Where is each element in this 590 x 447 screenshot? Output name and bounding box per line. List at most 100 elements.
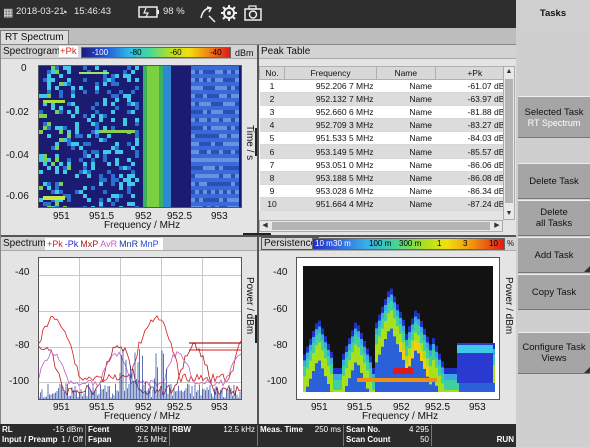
spectrum-panel[interactable]: Spectrum +Pk -Pk MxP AvR MnR MnP -40 -60 -80 … — [1, 237, 257, 425]
status-meas-time[interactable]: Meas. Time 250 ms — [258, 425, 344, 446]
spectrogram-plot[interactable] — [38, 65, 242, 208]
table-row[interactable]: 3 952.660 6 MHz Name -81.88 dBm — [259, 105, 515, 120]
peak-level: -83.27 dBm — [435, 118, 515, 133]
spectrogram-cell — [67, 198, 71, 202]
table-row[interactable]: 8 953.188 5 MHz Name -86.08 dBm — [259, 171, 515, 185]
gear-icon[interactable] — [220, 4, 238, 27]
spectrogram-cell — [195, 102, 199, 106]
vertical-splitter[interactable] — [257, 45, 259, 235]
spectrogram-cell — [199, 178, 203, 182]
cursor-tool-icon[interactable] — [197, 4, 217, 29]
horizontal-splitter[interactable] — [1, 235, 517, 237]
table-row[interactable]: 6 953.149 5 MHz Name -85.57 dBm — [259, 144, 515, 159]
scroll-up-arrow[interactable]: ▲ — [505, 68, 513, 75]
table-row[interactable]: 2 952.132 7 MHz Name -63.97 dBm — [259, 92, 515, 107]
spectrogram-cell — [115, 150, 119, 154]
spectrogram-cell — [131, 202, 135, 206]
camera-icon[interactable] — [244, 5, 262, 26]
tab-rt-spectrum[interactable]: RT Spectrum — [0, 30, 69, 44]
trace-legend-item[interactable]: +Pk — [47, 239, 63, 249]
spectrogram-cell — [155, 154, 159, 158]
col-header-frequency[interactable]: Frequency — [284, 66, 378, 80]
spectrogram-cell — [163, 114, 167, 118]
spectrogram-cell — [215, 198, 219, 202]
scroll-right-arrow[interactable]: ▶ — [494, 222, 500, 229]
trace-legend-item[interactable]: MxP — [80, 239, 99, 249]
spectrogram-cell — [223, 122, 227, 126]
table-row[interactable]: 9 953.028 6 MHz Name -86.34 dBm — [259, 184, 515, 198]
spectrogram-cell — [159, 154, 163, 158]
copy-task-button[interactable]: Copy Task — [518, 274, 590, 310]
scroll-thumb[interactable] — [272, 222, 490, 230]
trace-legend-item[interactable]: -Pk — [64, 239, 79, 249]
peak-table-hscroll[interactable]: ◀ ▶ — [259, 220, 503, 232]
spectrogram-cell — [155, 86, 159, 90]
spectrum-plot[interactable] — [38, 257, 242, 400]
col-header-no[interactable]: No. — [258, 66, 286, 80]
spectrogram-cell — [87, 118, 91, 122]
fcent-label: Fcent — [88, 425, 110, 434]
spectrogram-cell — [111, 174, 115, 178]
spectrogram-cell — [203, 78, 207, 82]
status-rbw[interactable]: RBW 12.5 kHz — [170, 425, 258, 446]
col-header-name[interactable]: Name — [376, 66, 436, 80]
col-header-pk[interactable]: +Pk — [434, 66, 516, 80]
persistence-plot[interactable] — [296, 257, 500, 400]
table-row[interactable]: 7 953.051 0 MHz Name -86.06 dBm — [259, 158, 515, 172]
trace-legend-item[interactable]: AvR — [100, 239, 118, 249]
table-row[interactable]: 1 952.206 7 MHz Name -61.07 dBm — [259, 79, 515, 94]
spectrogram-cell — [147, 158, 151, 162]
table-row[interactable]: 5 951.533 5 MHz Name -84.03 dBm — [259, 131, 515, 146]
scroll-down-arrow[interactable]: ▼ — [505, 210, 513, 217]
spectrogram-cell — [151, 122, 155, 126]
spectrogram-cell — [167, 206, 171, 207]
trace-legend-item[interactable]: MnR — [119, 239, 139, 249]
status-scan[interactable]: Scan No. 4 295 Scan Count 50 — [344, 425, 432, 446]
spectrogram-cell — [163, 174, 167, 178]
status-freq[interactable]: Fcent 952 MHz Fspan 2.5 MHz — [86, 425, 170, 446]
spectrogram-cell — [235, 86, 239, 90]
spectrogram-cell — [235, 126, 239, 130]
spectrogram-cell — [227, 154, 231, 158]
spectrogram-cell — [211, 142, 215, 146]
add-task-button[interactable]: Add Task — [518, 237, 590, 273]
persistence-bin — [348, 360, 351, 392]
spectrogram-cell — [143, 98, 147, 102]
peak-no: 8 — [259, 171, 285, 185]
spectrogram-cell — [135, 78, 139, 82]
spectrogram-cell — [103, 114, 107, 118]
spectrogram-cell — [215, 158, 219, 162]
spectrogram-cell — [191, 194, 195, 198]
status-run[interactable]: RUN — [432, 425, 516, 446]
table-row[interactable]: 10 951.664 4 MHz Name -87.24 dBm — [259, 197, 515, 211]
spectrogram-cell — [119, 166, 123, 170]
spectrogram-cell — [91, 122, 95, 126]
spectrogram-cell — [159, 114, 163, 118]
spectrogram-cell — [219, 66, 223, 70]
peak-table[interactable]: No. Frequency Name +Pk 1 952.206 7 MHz Nam… — [258, 66, 516, 211]
vertical-splitter[interactable] — [257, 237, 259, 425]
spectrogram-cell — [135, 134, 139, 138]
spectrogram-cell — [199, 122, 203, 126]
scroll-left-arrow[interactable]: ◀ — [262, 222, 268, 229]
spectrogram-cell — [107, 90, 111, 94]
delete-task-button[interactable]: Delete Task — [518, 163, 590, 199]
spectrogram-cell — [59, 182, 63, 186]
trace-legend-item[interactable]: MnP — [140, 239, 159, 249]
scroll-thumb[interactable] — [505, 79, 513, 203]
spectrogram-cell — [39, 130, 43, 134]
meas-time-label: Meas. Time — [260, 425, 303, 434]
status-rl-input[interactable]: RL -15 dBm Input / Preamp 1 / Off — [0, 425, 86, 446]
selected-task-button[interactable]: Selected Task RT Spectrum — [518, 96, 590, 138]
peak-table-vscroll[interactable]: ▲ ▼ — [503, 66, 515, 220]
table-row[interactable]: 4 952.709 3 MHz Name -83.27 dBm — [259, 118, 515, 133]
persistence-panel[interactable]: Persistence 10 m 30 m 100 m 300 m 1 3 10… — [259, 237, 516, 425]
spectrogram-cell — [211, 82, 215, 86]
spectrogram-cell — [99, 178, 103, 182]
spectrogram-cell — [207, 150, 211, 154]
delete-all-tasks-button[interactable]: Delete all Tasks — [518, 200, 590, 236]
spectrogram-cell — [115, 106, 119, 110]
persistence-hot — [411, 348, 414, 359]
configure-task-views-button[interactable]: Configure Task Views — [518, 332, 590, 374]
spectrogram-panel[interactable]: Spectrogram +Pk -100 -80 -60 -40 dBm 0 -… — [1, 45, 257, 235]
